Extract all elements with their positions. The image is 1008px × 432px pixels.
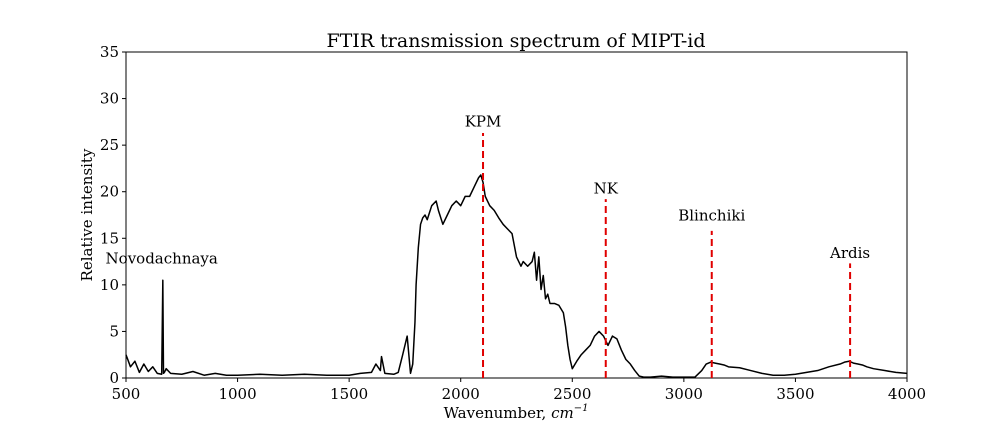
x-axis-label-text: Wavenumber, xyxy=(444,404,552,422)
y-tick-label: 15 xyxy=(100,229,119,247)
y-axis-label: Relative intensity xyxy=(78,148,96,281)
chart-title: FTIR transmission spectrum of MIPT-id xyxy=(326,30,705,52)
y-tick-label: 0 xyxy=(109,369,119,387)
x-axis-label-exponent: −1 xyxy=(574,403,589,414)
y-axis: 0 5 10 15 20 25 30 35 xyxy=(100,43,126,387)
x-tick-label: 1000 xyxy=(218,385,256,403)
annotation-label: Novodachnaya xyxy=(106,249,218,267)
y-tick-label: 10 xyxy=(100,276,119,294)
annotations: Novodachnaya KPM NK Blinchiki Ardis xyxy=(106,113,870,378)
x-axis: 500 1000 1500 2000 2500 3000 3500 4000 xyxy=(112,378,926,403)
x-tick-label: 3500 xyxy=(776,385,814,403)
annotation-label: KPM xyxy=(465,113,502,131)
annotation-label: NK xyxy=(594,180,619,198)
x-tick-label: 1500 xyxy=(330,385,368,403)
plot-frame xyxy=(125,51,908,379)
y-tick-label: 5 xyxy=(109,322,119,340)
x-tick-label: 500 xyxy=(112,385,141,403)
spectrum-line xyxy=(125,174,908,378)
x-tick-label: 2000 xyxy=(442,385,480,403)
x-tick-label: 3000 xyxy=(665,385,703,403)
x-tick-label: 2500 xyxy=(553,385,591,403)
y-tick-label: 35 xyxy=(100,43,119,61)
x-axis-label: Wavenumber, cm−1 xyxy=(444,403,589,422)
y-tick-label: 25 xyxy=(100,136,119,154)
y-tick-label: 20 xyxy=(100,183,119,201)
x-axis-label-unit: cm xyxy=(551,404,574,422)
y-tick-label: 30 xyxy=(100,90,119,108)
x-tick-label: 4000 xyxy=(888,385,926,403)
annotation-label: Ardis xyxy=(829,244,870,262)
annotation-label: Blinchiki xyxy=(678,207,745,225)
